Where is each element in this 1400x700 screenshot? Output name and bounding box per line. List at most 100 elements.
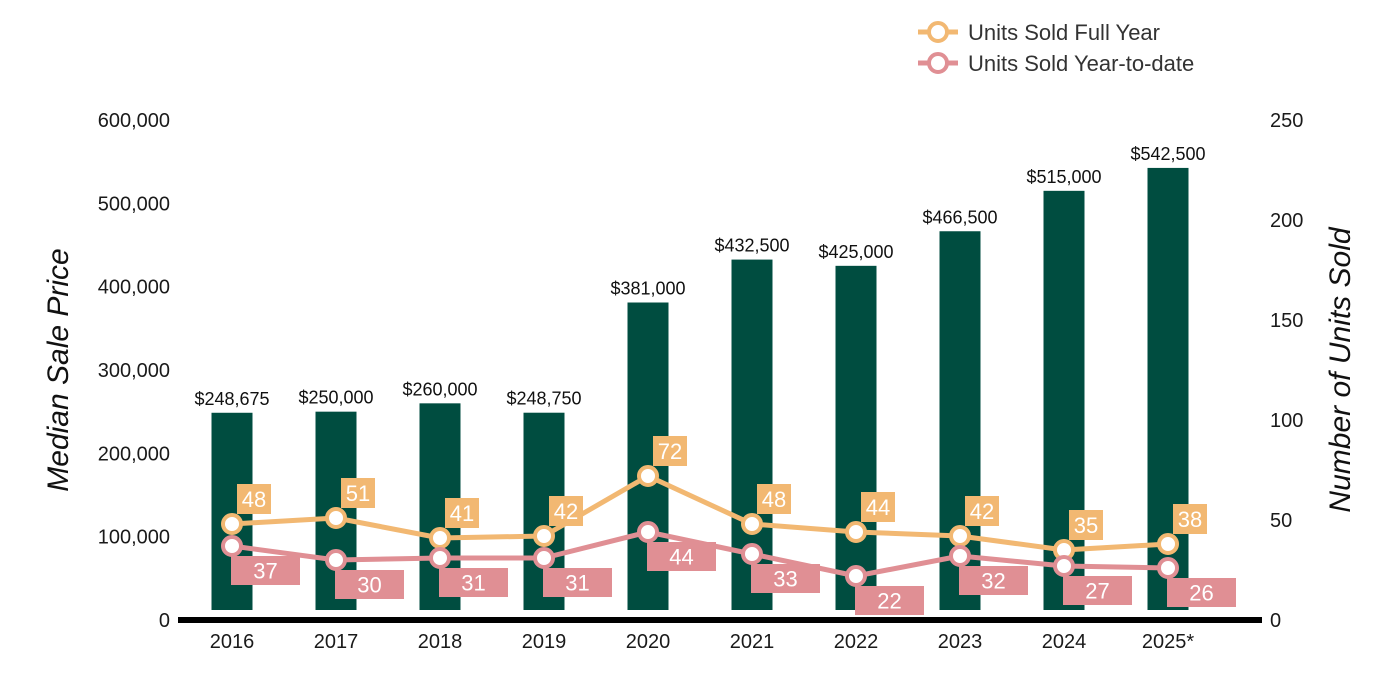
series-point	[325, 549, 347, 571]
point-label-box	[237, 484, 271, 514]
series-point	[741, 543, 763, 565]
x-tick-label: 2024	[1042, 631, 1087, 653]
point-label-box	[653, 436, 687, 466]
point-label-box	[445, 498, 479, 528]
series-point	[845, 565, 867, 587]
series-point	[1053, 555, 1075, 577]
series-point	[533, 547, 555, 569]
point-label-box	[855, 586, 924, 615]
left-tick-label: 100,000	[98, 527, 170, 549]
series-point	[221, 513, 243, 535]
point-value-label: 41	[450, 501, 474, 526]
bar-value-label: $425,000	[818, 242, 893, 262]
bar-value-label: $381,000	[610, 279, 685, 299]
point-label-box	[1167, 578, 1236, 607]
point-label-box	[647, 542, 716, 571]
point-label-box	[751, 564, 820, 593]
price-data-labels: $248,675 $250,000 $260,000 $248,750 $381,000…	[194, 144, 1205, 409]
point-value-label: 33	[773, 567, 797, 592]
point-value-label: 37	[253, 559, 277, 584]
left-axis-title: Median Sale Price	[42, 248, 75, 491]
series-point	[637, 465, 659, 487]
left-tick-label: 400,000	[98, 277, 170, 299]
point-label-box	[1173, 504, 1207, 534]
right-tick-label: 200	[1270, 210, 1303, 232]
unit-lines: 48 51 41 42 72 48 44 42 35 38 37 30 31 31 44 33 22 32 27 26	[221, 436, 1236, 615]
series-point	[429, 547, 451, 569]
x-tick-label: 2021	[730, 631, 775, 653]
series-point	[949, 525, 971, 547]
left-tick-label: 0	[159, 610, 170, 632]
x-tick-label: 2020	[626, 631, 671, 653]
bar-value-label: $515,000	[1026, 167, 1101, 187]
series-point	[429, 527, 451, 549]
point-value-label: 51	[346, 481, 370, 506]
point-label-box	[231, 556, 300, 585]
point-label-box	[439, 568, 508, 597]
point-value-label: 22	[877, 589, 901, 614]
point-label-box	[549, 496, 583, 526]
bar-value-label: $432,500	[714, 236, 789, 256]
right-axis-ticks: 0 50 100 150 200 250	[1270, 110, 1303, 632]
point-label-box	[959, 566, 1028, 595]
bar-value-label: $260,000	[402, 379, 477, 399]
x-tick-label: 2016	[210, 631, 255, 653]
right-tick-label: 0	[1270, 610, 1281, 632]
series-point	[221, 535, 243, 557]
point-value-label: 72	[658, 439, 682, 464]
legend-label: Units Sold Year-to-date	[968, 51, 1194, 76]
x-tick-label: 2018	[418, 631, 463, 653]
line-series: 48 51 41 42 72 48 44 42 35 38	[221, 436, 1207, 561]
bar-value-label: $542,500	[1130, 144, 1205, 164]
point-label-box	[861, 492, 895, 522]
legend-label: Units Sold Full Year	[968, 20, 1160, 45]
x-tick-label: 2025*	[1142, 631, 1194, 653]
legend-item: Units Sold Full Year	[918, 20, 1160, 45]
right-tick-label: 250	[1270, 110, 1303, 132]
bar-value-label: $248,750	[506, 389, 581, 409]
left-tick-label: 300,000	[98, 360, 170, 382]
point-value-label: 31	[565, 571, 589, 596]
legend-marker-icon	[927, 21, 949, 43]
right-axis-title: Number of Units Sold	[1324, 226, 1357, 512]
left-tick-label: 600,000	[98, 110, 170, 132]
series-point	[1157, 557, 1179, 579]
point-label-box	[543, 568, 612, 597]
legend: Units Sold Full Year Units Sold Year-to-d…	[918, 20, 1194, 76]
bar-value-label: $466,500	[922, 207, 997, 227]
right-tick-label: 100	[1270, 410, 1303, 432]
point-value-label: 44	[669, 545, 693, 570]
x-tick-label: 2023	[938, 631, 983, 653]
left-tick-label: 500,000	[98, 193, 170, 215]
point-value-label: 42	[554, 499, 578, 524]
bar	[835, 265, 877, 610]
x-tick-label: 2019	[522, 631, 567, 653]
point-value-label: 32	[981, 569, 1005, 594]
point-value-label: 35	[1074, 513, 1098, 538]
point-label-box	[1069, 510, 1103, 540]
series-point	[949, 545, 971, 567]
point-label-box	[757, 484, 791, 514]
point-value-label: 44	[866, 495, 890, 520]
left-axis-ticks: 0 100,000 200,000 300,000 400,000 500,000 600,…	[98, 110, 170, 632]
series-point	[741, 513, 763, 535]
point-value-label: 31	[461, 571, 485, 596]
series-point	[637, 521, 659, 543]
bar-value-label: $248,675	[194, 389, 269, 409]
series-point	[533, 525, 555, 547]
point-label-box	[335, 570, 404, 599]
point-value-label: 27	[1085, 579, 1109, 604]
line-series: 37 30 31 31 44 33 22 32 27 26	[221, 521, 1236, 615]
point-value-label: 48	[242, 487, 266, 512]
point-value-label: 42	[970, 499, 994, 524]
point-label-box	[1063, 576, 1132, 605]
x-tick-label: 2017	[314, 631, 359, 653]
point-value-label: 38	[1178, 507, 1202, 532]
legend-item: Units Sold Year-to-date	[918, 51, 1194, 76]
series-point	[1157, 533, 1179, 555]
series-line	[231, 473, 1169, 553]
x-axis-ticks: 2016 2017 2018 2019 2020 2021 2022 2023 2024 2025…	[210, 631, 1195, 653]
legend-marker-icon	[927, 52, 949, 74]
series-point	[325, 507, 347, 529]
point-value-label: 30	[357, 573, 381, 598]
